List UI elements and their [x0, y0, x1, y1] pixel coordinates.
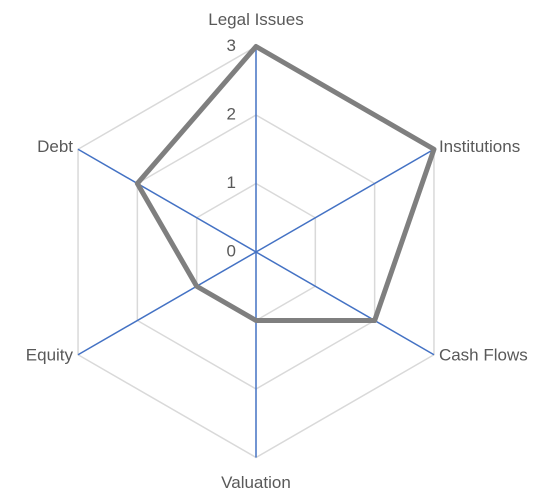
r-tick-label: 1: [227, 173, 236, 192]
category-label: Institutions: [439, 137, 520, 156]
category-label: Debt: [37, 137, 73, 156]
category-label: Cash Flows: [439, 346, 528, 365]
category-label: Valuation: [221, 473, 291, 490]
category-label: Equity: [26, 346, 74, 365]
r-tick-label: 0: [227, 241, 236, 260]
axis-spoke: [77, 148, 257, 253]
r-tick-label: 3: [227, 36, 236, 55]
axis-spoke: [255, 148, 435, 253]
r-tick-label: 2: [227, 104, 236, 123]
category-label: Legal Issues: [208, 10, 303, 29]
axis-spoke: [255, 251, 435, 356]
series-line: [134, 44, 437, 323]
axis-spoke: [77, 251, 257, 356]
